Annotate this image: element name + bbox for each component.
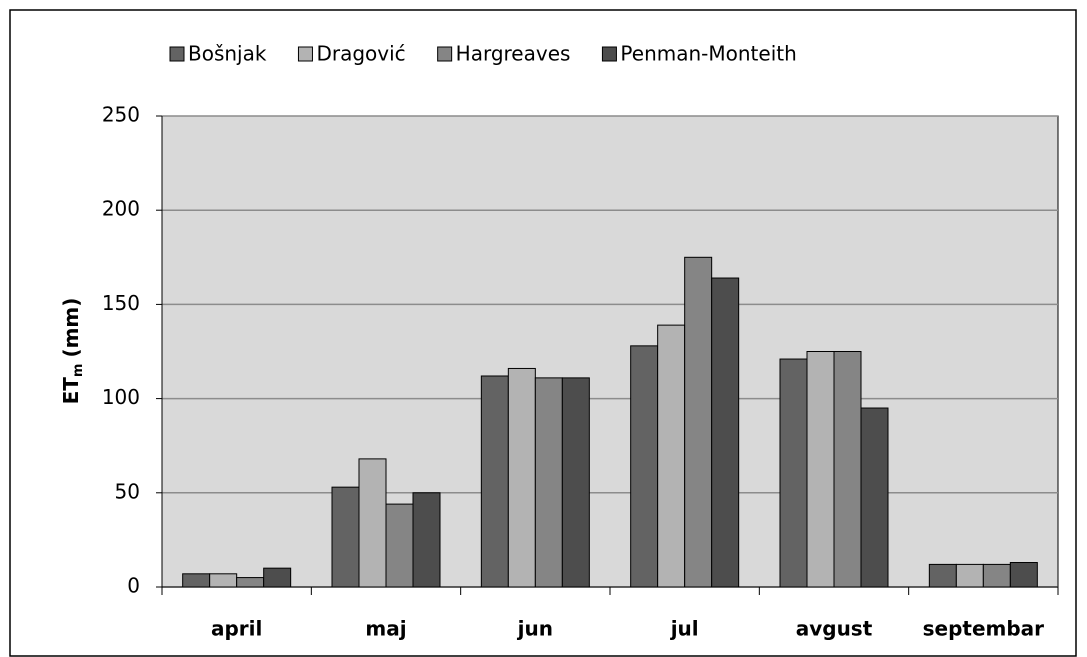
y-tick-label: 0 (127, 574, 140, 598)
bar (182, 573, 211, 588)
legend-label: Penman-Monteith (620, 42, 796, 66)
x-tick-label: jun (517, 617, 553, 641)
x-tick-label: jul (670, 617, 699, 641)
y-axis-label: ETm (mm) (59, 298, 86, 405)
x-tick-label: maj (365, 617, 406, 641)
x-tick-label: septembar (923, 617, 1045, 641)
bar (385, 503, 414, 588)
plot-area (161, 115, 1059, 588)
y-tick-label: 250 (102, 103, 140, 127)
y-label-main: ET (59, 377, 83, 405)
bar (928, 563, 957, 588)
x-tick-label: avgust (796, 617, 873, 641)
legend-swatch (297, 46, 313, 62)
bar (209, 573, 238, 588)
bar (507, 367, 536, 588)
legend-swatch (169, 46, 185, 62)
bar (806, 351, 835, 588)
bar (534, 377, 563, 588)
bar (263, 567, 292, 588)
bar (1009, 562, 1038, 588)
bar (711, 277, 740, 588)
legend-label: Bošnjak (188, 42, 267, 66)
bar (561, 377, 590, 588)
bar (860, 407, 889, 588)
bar (657, 324, 686, 588)
bar (982, 563, 1011, 588)
bar (358, 458, 387, 588)
y-tick-label: 100 (102, 385, 140, 409)
bar (331, 486, 360, 588)
bar (833, 351, 862, 588)
y-label-unit: (mm) (59, 298, 83, 358)
bar (630, 345, 659, 588)
y-tick-label: 50 (115, 479, 140, 503)
bar (236, 577, 265, 588)
bar (684, 256, 713, 588)
legend-swatch (601, 46, 617, 62)
bar (480, 375, 509, 588)
bar (955, 563, 984, 588)
x-tick-label: april (211, 617, 262, 641)
legend-label: Dragović (316, 42, 405, 66)
legend-label: Hargreaves (456, 42, 571, 66)
bar (412, 492, 441, 588)
bar (779, 358, 808, 588)
y-label-sub: m (71, 364, 86, 378)
y-tick-label: 200 (102, 197, 140, 221)
y-tick-label: 150 (102, 291, 140, 315)
legend-swatch (437, 46, 453, 62)
